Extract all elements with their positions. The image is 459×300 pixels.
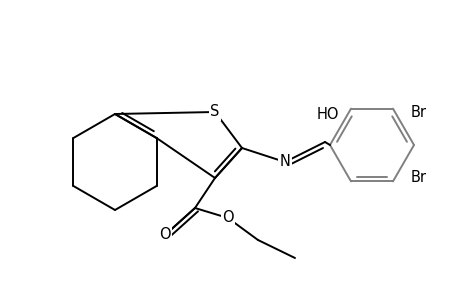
- Text: Br: Br: [410, 170, 426, 185]
- Text: O: O: [222, 211, 233, 226]
- Text: S: S: [210, 104, 219, 119]
- Text: N: N: [279, 154, 290, 169]
- Text: HO: HO: [316, 107, 338, 122]
- Text: O: O: [159, 227, 170, 242]
- Text: Br: Br: [410, 105, 426, 120]
